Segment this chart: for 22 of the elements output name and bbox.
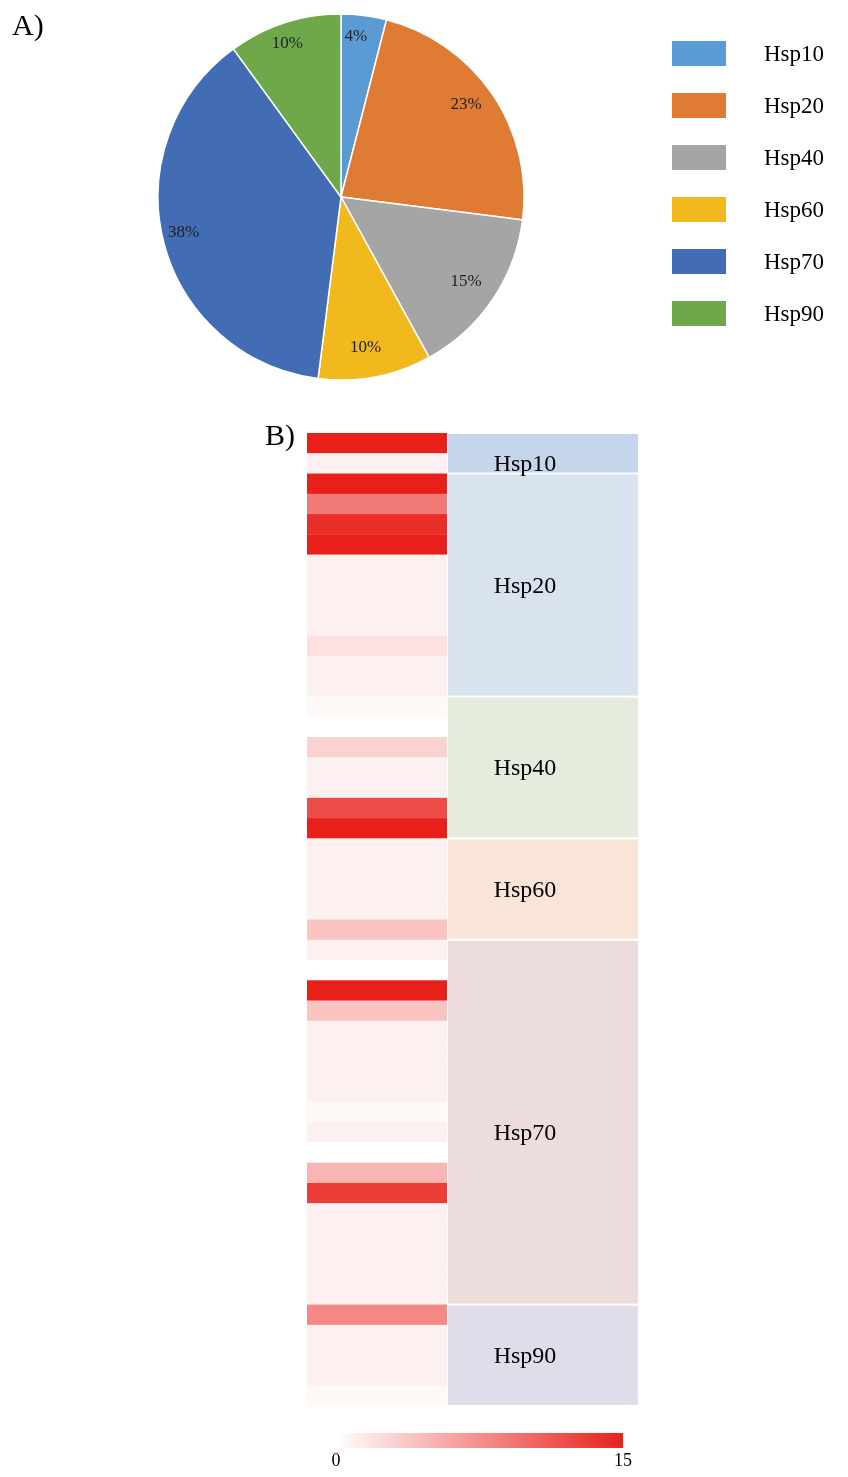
- legend-label: Hsp20: [764, 92, 826, 119]
- data-label: 10%: [271, 32, 303, 52]
- y2-tick-label: Hsp40: [493, 754, 557, 781]
- data-label: 10%: [349, 337, 382, 357]
- data-label: 23%: [450, 94, 482, 114]
- legend-label: Hsp90: [764, 300, 826, 327]
- y2-tick-label: Hsp70: [493, 1119, 557, 1146]
- legend-label: Hsp70: [764, 248, 826, 275]
- legend-label: Hsp60: [764, 196, 826, 223]
- chart-title: A): [12, 8, 44, 42]
- legend-label: Hsp40: [764, 144, 826, 171]
- chart-title: B): [265, 418, 295, 452]
- y2-tick-label: Hsp20: [493, 572, 557, 599]
- data-label: 15%: [450, 270, 482, 290]
- legend-label: Hsp10: [764, 40, 826, 67]
- data-label: 38%: [167, 221, 200, 241]
- color-bar-label: 15: [614, 1449, 632, 1470]
- data-label: 4%: [344, 26, 368, 46]
- y2-tick-label: Hsp90: [493, 1342, 557, 1369]
- y2-tick-label: Hsp10: [493, 450, 557, 477]
- y2-tick-label: Hsp60: [493, 876, 557, 903]
- color-bar-label: 0: [331, 1449, 341, 1470]
